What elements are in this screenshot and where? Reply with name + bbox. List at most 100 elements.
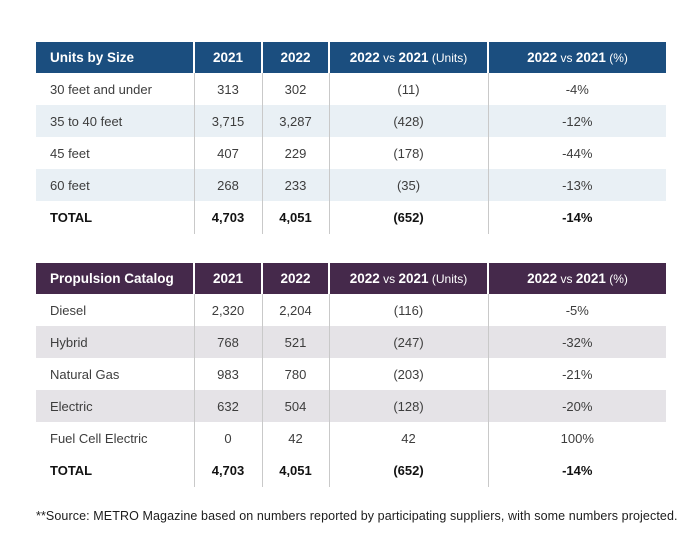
value-cell: 268 [193, 169, 262, 201]
row-label-cell: Fuel Cell Electric [50, 430, 148, 446]
table-row: Natural Gas 983 780 (203) -21% [36, 358, 666, 390]
table-row: 60 feet 268 233 (35) -13% [36, 169, 666, 201]
value-cell: 302 [261, 73, 329, 105]
value-cell: 229 [261, 137, 329, 169]
header-cell: 2022 [261, 263, 329, 294]
value-cell: 42 [261, 422, 329, 454]
table-title-cell: Units by Size [36, 42, 194, 73]
value-cell: 4,703 [193, 201, 262, 234]
row-label-cell: TOTAL [50, 463, 93, 478]
value-cell: 100% [487, 422, 666, 454]
header-text: Units by Size [50, 50, 135, 65]
value-cell: 233 [261, 169, 329, 201]
header-text: 2022 [349, 50, 380, 65]
tables-container: Units by Size 2021 2022 2022 vs 2021 (Units… [36, 42, 666, 487]
header-text: 2021 [575, 50, 606, 65]
value-cell: 983 [193, 358, 262, 390]
row-label-cell: 30 feet and under [50, 81, 152, 97]
propulsion-catalog-table: Propulsion Catalog 2021 2022 2022 vs 2021 (… [36, 263, 666, 487]
table-row: Diesel 2,320 2,204 (116) -5% [36, 294, 666, 326]
header-text: 2022 [527, 271, 558, 286]
table-row: Fuel Cell Electric 0 42 42 100% [36, 422, 666, 454]
units-by-size-table: Units by Size 2021 2022 2022 vs 2021 (Units… [36, 42, 666, 234]
value-cell: (652) [328, 454, 488, 487]
header-text: 2022 [280, 50, 311, 65]
value-cell: -32% [487, 326, 666, 358]
vs-text: vs [557, 272, 576, 286]
header-text: 2022 [280, 271, 311, 286]
source-note: **Source: METRO Magazine based on number… [36, 509, 678, 523]
value-cell: (35) [328, 169, 488, 201]
table-header-row: Propulsion Catalog 2021 2022 2022 vs 2021 (… [36, 263, 666, 294]
row-label-cell: 45 feet [50, 145, 90, 161]
value-cell: (116) [328, 294, 488, 326]
header-text: 2021 [212, 271, 244, 286]
value-cell: 313 [193, 73, 262, 105]
value-cell: 407 [193, 137, 262, 169]
value-cell: 521 [261, 326, 329, 358]
value-cell: (128) [328, 390, 488, 422]
header-text: 2021 [212, 50, 244, 65]
header-cell: 2022 vs 2021 (%) [487, 42, 666, 73]
header-suffix: (%) [605, 272, 628, 286]
total-row: TOTAL 4,703 4,051 (652) -14% [36, 454, 666, 487]
value-cell: (428) [328, 105, 488, 137]
value-cell: 768 [193, 326, 262, 358]
value-cell: 504 [261, 390, 329, 422]
value-cell: -21% [487, 358, 666, 390]
value-cell: 4,051 [261, 201, 329, 234]
value-cell: 42 [328, 422, 488, 454]
value-cell: 0 [193, 422, 262, 454]
row-label-cell: Electric [50, 398, 93, 414]
table-row: 30 feet and under 313 302 (11) -4% [36, 73, 666, 105]
header-suffix: (Units) [428, 272, 468, 286]
value-cell: 2,204 [261, 294, 329, 326]
header-cell: 2022 vs 2021 (Units) [328, 263, 488, 294]
row-label-cell: Hybrid [50, 334, 88, 350]
table-title-cell: Propulsion Catalog [36, 263, 194, 294]
value-cell: -44% [487, 137, 666, 169]
row-label-cell: 60 feet [50, 177, 90, 193]
value-cell: 780 [261, 358, 329, 390]
vs-text: vs [379, 51, 399, 65]
value-cell: 3,287 [261, 105, 329, 137]
value-cell: -5% [487, 294, 666, 326]
table-header-row: Units by Size 2021 2022 2022 vs 2021 (Units… [36, 42, 666, 73]
header-text: 2021 [575, 271, 606, 286]
row-label-cell: TOTAL [50, 210, 93, 225]
header-cell: 2021 [193, 42, 262, 73]
value-cell: (247) [328, 326, 488, 358]
total-row: TOTAL 4,703 4,051 (652) -14% [36, 201, 666, 234]
table-row: Electric 632 504 (128) -20% [36, 390, 666, 422]
row-label-cell: Natural Gas [50, 366, 120, 382]
header-cell: 2022 vs 2021 (Units) [328, 42, 488, 73]
value-cell: 4,703 [193, 454, 262, 487]
value-cell: -20% [487, 390, 666, 422]
value-cell: (11) [328, 73, 488, 105]
value-cell: -14% [487, 454, 666, 487]
value-cell: -12% [487, 105, 666, 137]
header-suffix: (%) [605, 51, 628, 65]
row-label-cell: Diesel [50, 302, 87, 318]
header-text: 2021 [398, 50, 429, 65]
value-cell: (203) [328, 358, 488, 390]
header-cell: 2021 [193, 263, 262, 294]
value-cell: -13% [487, 169, 666, 201]
value-cell: (652) [328, 201, 488, 234]
value-cell: 632 [193, 390, 262, 422]
header-suffix: (Units) [428, 51, 468, 65]
value-cell: -14% [487, 201, 666, 234]
value-cell: (178) [328, 137, 488, 169]
value-cell: 2,320 [193, 294, 262, 326]
row-label-cell: 35 to 40 feet [50, 113, 123, 129]
header-text: Propulsion Catalog [50, 271, 174, 286]
header-cell: 2022 vs 2021 (%) [487, 263, 666, 294]
header-text: 2021 [398, 271, 429, 286]
vs-text: vs [557, 51, 576, 65]
value-cell: 4,051 [261, 454, 329, 487]
value-cell: 3,715 [193, 105, 262, 137]
table-row: 35 to 40 feet 3,715 3,287 (428) -12% [36, 105, 666, 137]
table-row: 45 feet 407 229 (178) -44% [36, 137, 666, 169]
table-row: Hybrid 768 521 (247) -32% [36, 326, 666, 358]
